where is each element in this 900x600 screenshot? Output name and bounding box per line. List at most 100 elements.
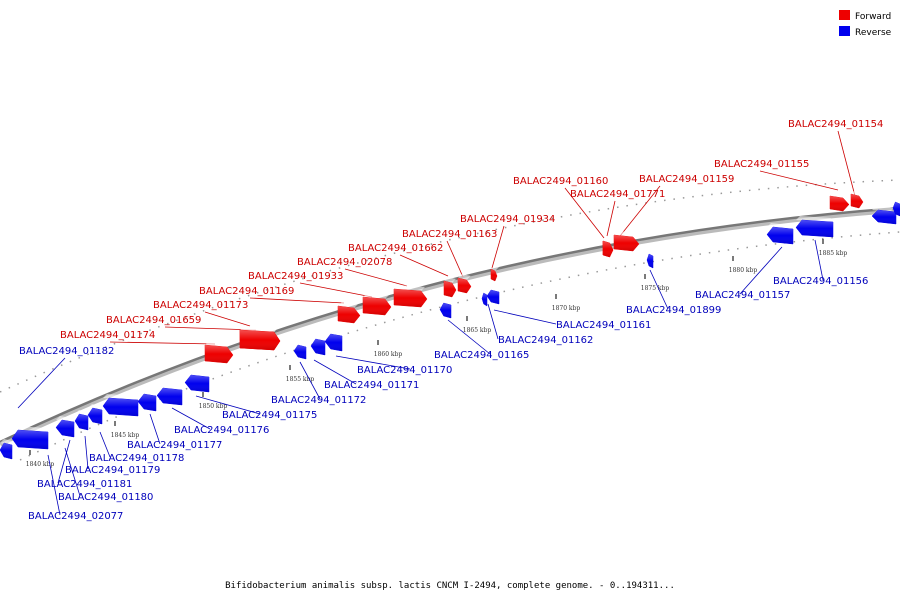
leader-balac2494-01934 bbox=[491, 225, 505, 269]
leader-balac2494-01163 bbox=[446, 240, 464, 278]
leader-balac2494-01169 bbox=[249, 297, 345, 304]
gene-label-balac2494-01159: BALAC2494_01159 bbox=[639, 174, 734, 185]
gene-arrows bbox=[0, 190, 900, 460]
gene-label-balac2494-01934: BALAC2494_01934 bbox=[460, 214, 555, 225]
gene-arrow-balac2494-01176 bbox=[156, 384, 183, 406]
gene-labels: BALAC2494_01154 BALAC2494_01155 BALAC2494_… bbox=[19, 119, 883, 522]
gene-label-balac2494-01182: BALAC2494_01182 bbox=[19, 346, 114, 357]
gene-arrow-unlabelled-2 bbox=[892, 198, 900, 217]
gene-label-balac2494-01157: BALAC2494_01157 bbox=[695, 290, 790, 301]
leader-balac2494-02078 bbox=[344, 268, 408, 287]
gene-label-balac2494-02077: BALAC2494_02077 bbox=[28, 511, 123, 522]
gene-label-balac2494-01170: BALAC2494_01170 bbox=[357, 365, 452, 376]
gene-arrow-balac2494-01934 bbox=[490, 265, 499, 282]
gene-label-balac2494-01177: BALAC2494_01177 bbox=[127, 440, 222, 451]
gene-arrow-balac2494-01933 bbox=[362, 293, 392, 316]
reverse-frame-track bbox=[19, 231, 900, 461]
tick-label-1870-kbp: 1870 kbp bbox=[552, 305, 581, 312]
gene-label-balac2494-02078: BALAC2494_02078 bbox=[297, 257, 392, 268]
leader-balac2494-01159 bbox=[619, 185, 661, 237]
gene-arrow-balac2494-01172 bbox=[293, 341, 307, 360]
gene-label-balac2494-01165: BALAC2494_01165 bbox=[434, 350, 529, 361]
tick-label-1880-kbp: 1880 kbp bbox=[729, 267, 758, 274]
tick-label-1840-kbp: 1840 kbp bbox=[26, 461, 55, 468]
gene-label-balac2494-01659: BALAC2494_01659 bbox=[106, 315, 201, 326]
gene-label-balac2494-01178: BALAC2494_01178 bbox=[89, 453, 184, 464]
leader-balac2494-01175 bbox=[195, 395, 261, 415]
tick-label-1885-kbp: 1885 kbp bbox=[819, 250, 848, 257]
leader-balac2494-01662 bbox=[399, 254, 449, 277]
gene-label-balac2494-01180: BALAC2494_01180 bbox=[58, 492, 153, 503]
kbp-ticks: 1840 kbp 1845 kbp 1850 kbp 1855 kbp 1860 kbp… bbox=[26, 239, 848, 468]
leader-balac2494-01165 bbox=[447, 319, 491, 355]
gene-arrow-balac2494-01179 bbox=[87, 404, 103, 425]
leader-balac2494-01155 bbox=[759, 170, 839, 191]
forward-frame-track bbox=[0, 179, 900, 393]
tick-label-1865-kbp: 1865 kbp bbox=[463, 327, 492, 334]
gene-arrow-balac2494-01659 bbox=[239, 326, 281, 351]
gene-arrow-balac2494-01171 bbox=[310, 335, 326, 356]
leader-balac2494-01180 bbox=[64, 447, 81, 497]
genome-caption: Bifidobacterium animalis subsp. lactis C… bbox=[225, 581, 675, 591]
leader-balac2494-01172 bbox=[299, 361, 321, 400]
leader-balac2494-01178 bbox=[99, 431, 111, 458]
leader-balac2494-01157 bbox=[739, 246, 783, 295]
legend-swatch-forward bbox=[839, 10, 850, 20]
gene-arrow-balac2494-01161 bbox=[486, 286, 500, 305]
gene-label-balac2494-01933: BALAC2494_01933 bbox=[248, 271, 343, 282]
gene-arrow-balac2494-01156 bbox=[795, 216, 834, 238]
gene-arrow-balac2494-01662 bbox=[443, 277, 457, 298]
gene-arrow-balac2494-01178 bbox=[102, 394, 139, 417]
gene-arrow-balac2494-01175 bbox=[184, 371, 210, 393]
tick-label-1845-kbp: 1845 kbp bbox=[111, 432, 140, 439]
gene-arrow-balac2494-01163 bbox=[457, 274, 472, 294]
label-leader-lines bbox=[17, 130, 856, 516]
leader-balac2494-01156 bbox=[814, 239, 824, 281]
legend-label-forward: Forward bbox=[855, 12, 891, 22]
gene-label-balac2494-01155: BALAC2494_01155 bbox=[714, 159, 809, 170]
gene-arrow-balac2494-01170 bbox=[324, 330, 343, 352]
leader-balac2494-01173 bbox=[204, 311, 251, 327]
backbone bbox=[0, 206, 900, 447]
leader-balac2494-01174 bbox=[109, 341, 216, 345]
leader-balac2494-01176 bbox=[171, 407, 211, 430]
gene-arrow-unlabelled-1 bbox=[871, 206, 897, 225]
gene-arrow-balac2494-01771 bbox=[602, 237, 614, 258]
tick-label-1875-kbp: 1875 kbp bbox=[641, 285, 670, 292]
gene-label-balac2494-01179: BALAC2494_01179 bbox=[65, 465, 160, 476]
legend-label-reverse: Reverse bbox=[855, 28, 892, 38]
leader-balac2494-01160 bbox=[564, 187, 605, 239]
gene-label-balac2494-01173: BALAC2494_01173 bbox=[153, 300, 248, 311]
leader-balac2494-01179 bbox=[84, 435, 89, 470]
gene-label-balac2494-01899: BALAC2494_01899 bbox=[626, 305, 721, 316]
gene-label-balac2494-01175: BALAC2494_01175 bbox=[222, 410, 317, 421]
leader-balac2494-01161 bbox=[493, 309, 557, 325]
leader-balac2494-02077 bbox=[47, 454, 61, 516]
gene-label-balac2494-01176: BALAC2494_01176 bbox=[174, 425, 269, 436]
gene-label-balac2494-01662: BALAC2494_01662 bbox=[348, 243, 443, 254]
leader-balac2494-01899 bbox=[649, 269, 669, 310]
leader-balac2494-01771 bbox=[606, 200, 616, 237]
legend: Forward Reverse bbox=[839, 10, 892, 38]
leader-balac2494-01170 bbox=[335, 355, 411, 370]
gene-arrow-balac2494-01162 bbox=[481, 289, 490, 307]
gene-label-balac2494-01169: BALAC2494_01169 bbox=[199, 286, 294, 297]
gene-arrow-balac2494-01177 bbox=[137, 390, 157, 412]
leader-balac2494-01182 bbox=[17, 357, 66, 409]
gene-label-balac2494-01161: BALAC2494_01161 bbox=[556, 320, 651, 331]
gene-label-balac2494-01771: BALAC2494_01771 bbox=[570, 189, 665, 200]
tick-label-1850-kbp: 1850 kbp bbox=[199, 403, 228, 410]
leader-balac2494-01177 bbox=[149, 413, 161, 445]
gene-label-balac2494-01156: BALAC2494_01156 bbox=[773, 276, 868, 287]
gene-arrow-balac2494-02078 bbox=[393, 285, 428, 308]
leader-balac2494-01154 bbox=[837, 130, 856, 197]
leader-balac2494-01162 bbox=[487, 303, 499, 340]
gene-label-balac2494-01160: BALAC2494_01160 bbox=[513, 176, 608, 187]
gene-label-balac2494-01172: BALAC2494_01172 bbox=[271, 395, 366, 406]
gene-label-balac2494-01171: BALAC2494_01171 bbox=[324, 380, 419, 391]
gene-arrow-balac2494-01182 bbox=[0, 439, 13, 460]
gene-arrow-balac2494-01169 bbox=[337, 302, 361, 324]
tick-label-1855-kbp: 1855 kbp bbox=[286, 376, 315, 383]
